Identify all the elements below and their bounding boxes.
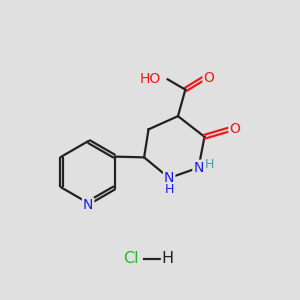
Text: H: H	[162, 251, 174, 266]
Text: O: O	[230, 122, 240, 136]
Text: O: O	[203, 71, 214, 85]
Text: HO: HO	[140, 72, 161, 86]
Text: H: H	[205, 158, 214, 171]
Text: Cl: Cl	[123, 251, 139, 266]
Text: N: N	[194, 161, 204, 175]
Text: H: H	[164, 183, 174, 196]
Text: N: N	[83, 198, 93, 212]
Text: N: N	[164, 171, 174, 185]
